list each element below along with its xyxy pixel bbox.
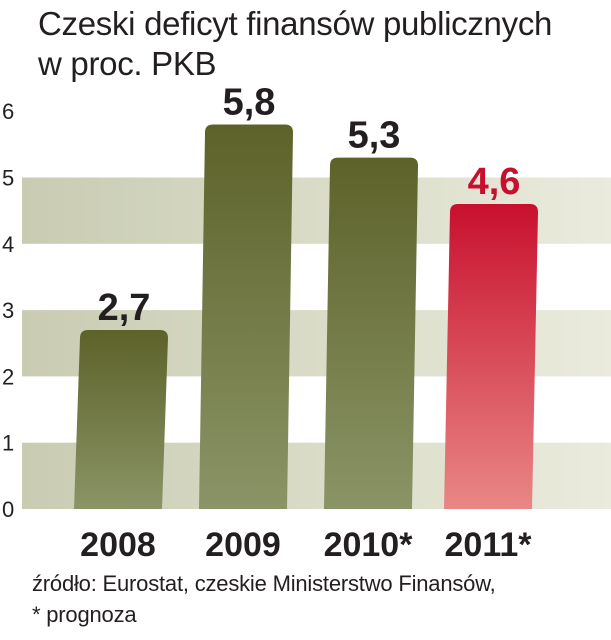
- chart-title-line-2: w proc. PKB: [38, 45, 217, 82]
- chart-title-line-1: Czeski deficyt finansów publicznych: [38, 5, 553, 42]
- y-tick-label: 2: [2, 364, 14, 389]
- value-label: 5,3: [348, 115, 401, 157]
- y-tick-label: 5: [2, 166, 14, 191]
- y-tick-label: 6: [2, 99, 14, 124]
- value-labels: 2,7 5,8 5,3 4,6: [98, 81, 521, 329]
- bar-2009: [199, 124, 293, 510]
- y-tick-label: 4: [2, 232, 14, 257]
- x-axis: 2008 2009 2010* 2011*: [80, 526, 532, 564]
- x-tick-label: 2011*: [445, 526, 533, 564]
- y-tick-label: 3: [2, 298, 14, 323]
- bar-2010*: [324, 157, 418, 510]
- x-tick-label: 2010*: [324, 526, 414, 564]
- bar-2011*: [444, 204, 538, 509]
- y-tick-label: 0: [2, 497, 14, 522]
- value-label: 2,7: [98, 287, 151, 329]
- value-label: 4,6: [468, 161, 521, 203]
- source-line: źródło: Eurostat, czeskie Ministerstwo F…: [32, 571, 496, 596]
- y-axis: 0 1 2 3 4 5 6: [2, 99, 14, 522]
- x-tick-label: 2009: [205, 526, 281, 564]
- y-tick-label: 1: [2, 431, 14, 456]
- value-label: 5,8: [223, 81, 276, 123]
- forecast-note: * prognoza: [32, 602, 137, 627]
- bars: [74, 124, 538, 510]
- x-tick-label: 2008: [80, 526, 156, 564]
- source-note: źródło: Eurostat, czeskie Ministerstwo F…: [32, 568, 496, 630]
- chart-title: Czeski deficyt finansów publicznych w pr…: [38, 4, 552, 84]
- bar-2008: [74, 329, 168, 509]
